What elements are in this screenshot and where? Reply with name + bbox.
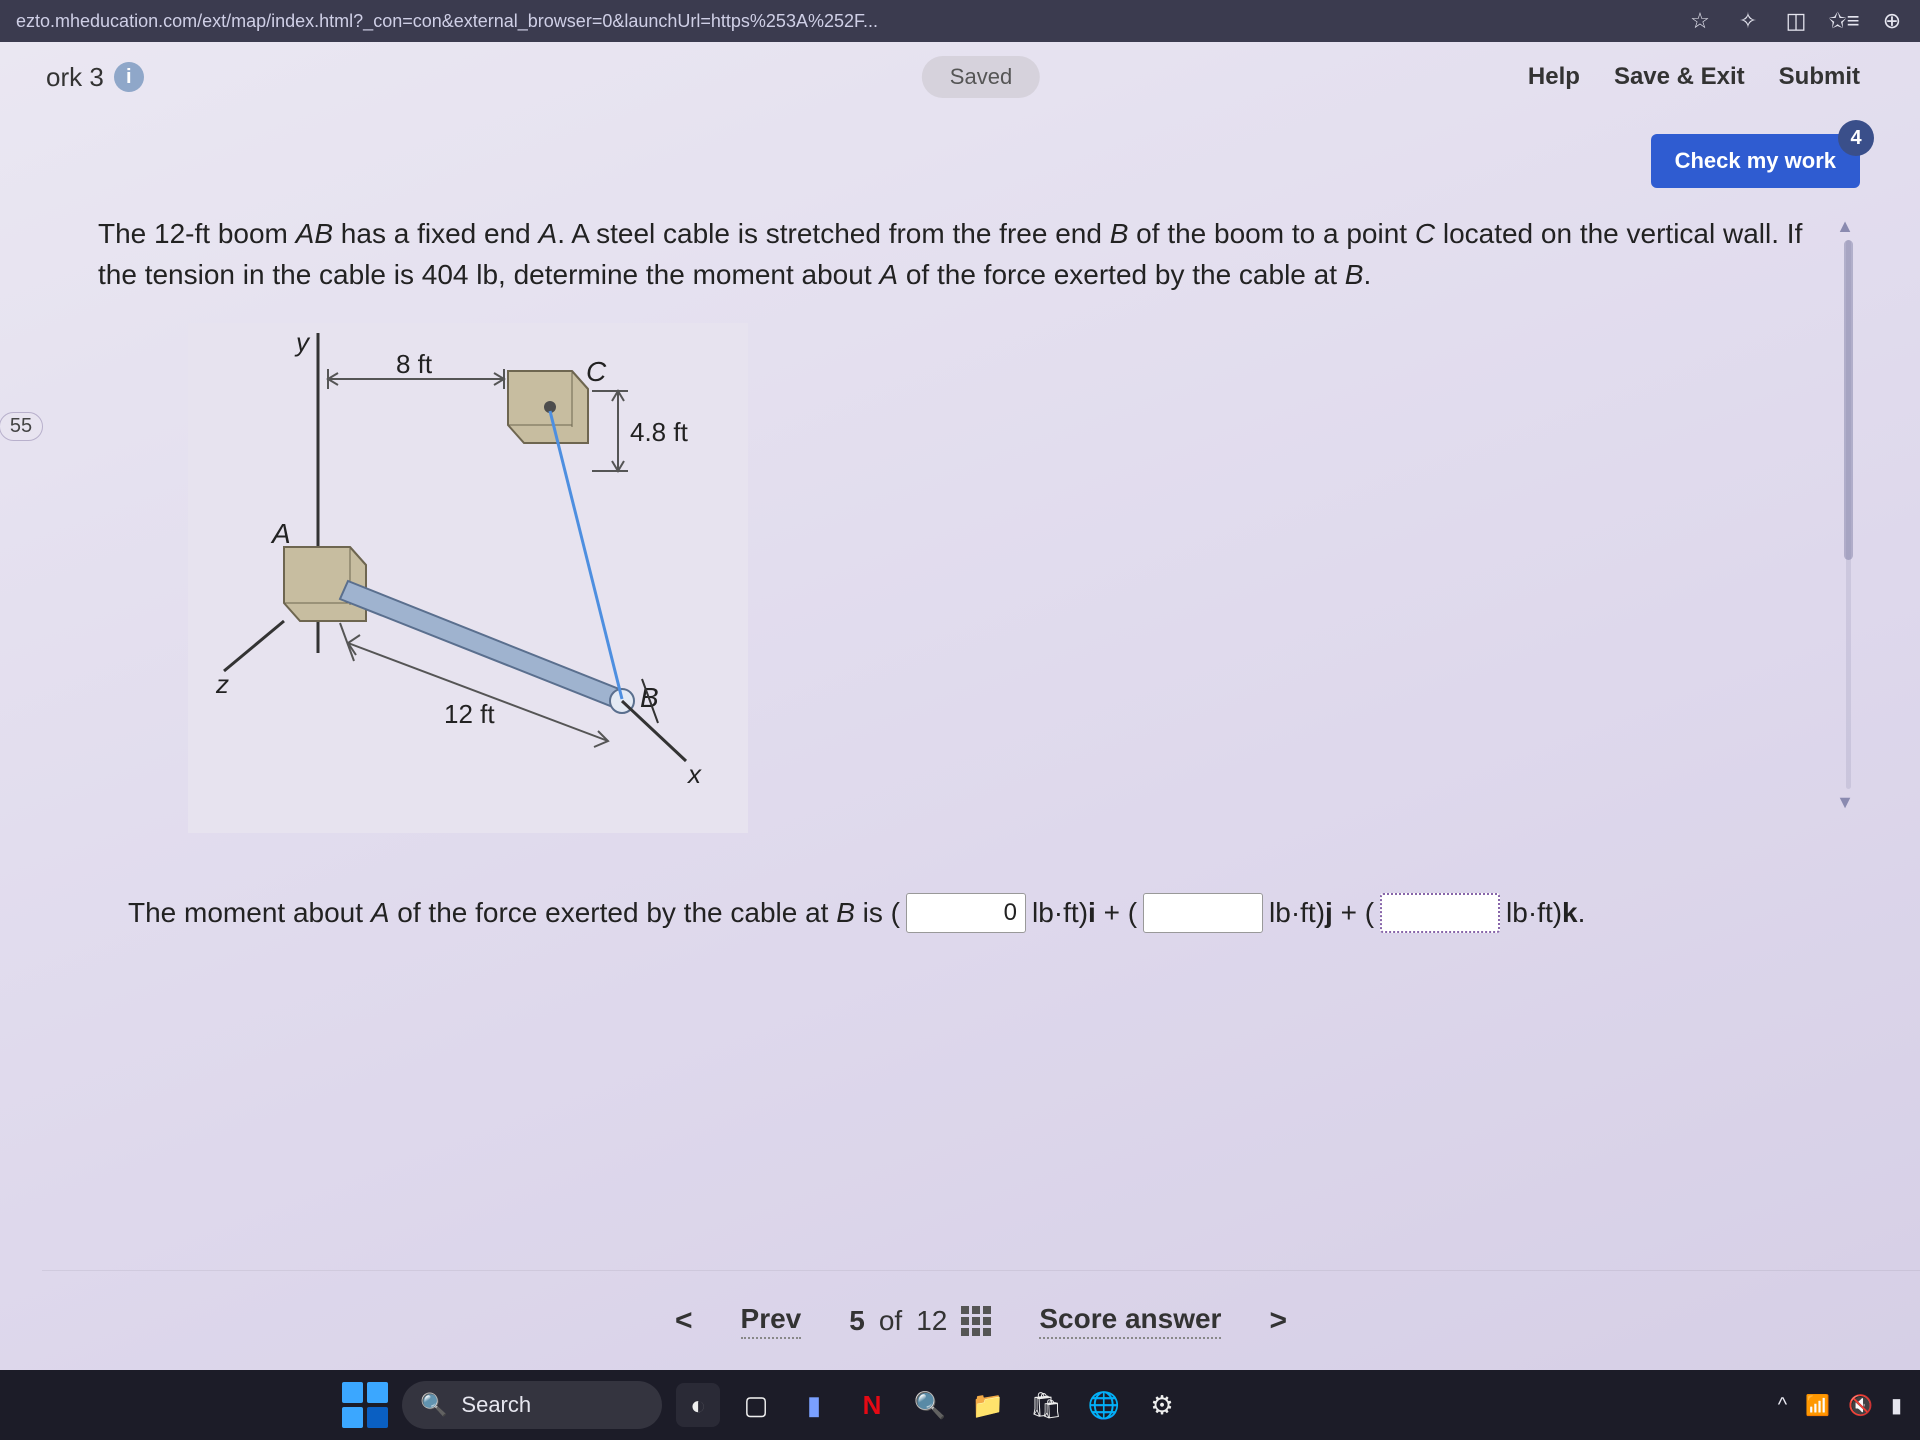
- submit-link[interactable]: Submit: [1779, 63, 1860, 91]
- app-icon-1[interactable]: ▮: [792, 1383, 836, 1427]
- page-total: 12: [916, 1305, 947, 1337]
- left-rail: 55: [0, 42, 42, 1370]
- answer-prefix: The moment about A of the force exerted …: [128, 897, 900, 929]
- answer-k-unit: lb·ft)k.: [1506, 897, 1585, 929]
- task-view-icon[interactable]: ▢: [734, 1383, 778, 1427]
- svg-text:12 ft: 12 ft: [444, 699, 495, 729]
- system-tray[interactable]: ^ 📶 🔇 ▮: [1778, 1393, 1902, 1418]
- prev-arrow-icon[interactable]: <: [675, 1304, 693, 1338]
- info-icon[interactable]: i: [114, 62, 144, 92]
- svg-text:C: C: [586, 356, 607, 387]
- search-label: Search: [461, 1392, 531, 1418]
- page-current: 5: [849, 1305, 865, 1337]
- answer-k-input[interactable]: [1380, 893, 1500, 933]
- assignment-breadcrumb: ork 3: [46, 62, 104, 93]
- scroll-down-icon[interactable]: ▼: [1836, 792, 1854, 813]
- check-badge: 4: [1838, 120, 1874, 156]
- star-icon[interactable]: ☆: [1688, 9, 1712, 33]
- settings-icon[interactable]: ⚙: [1140, 1383, 1184, 1427]
- browser-address-bar: ezto.mheducation.com/ext/map/index.html?…: [0, 0, 1920, 42]
- collections-icon[interactable]: ⊕: [1880, 9, 1904, 33]
- svg-text:x: x: [686, 759, 702, 789]
- problem-diagram: y C: [188, 323, 748, 833]
- page-of: of: [879, 1305, 902, 1337]
- url-text[interactable]: ezto.mheducation.com/ext/map/index.html?…: [16, 11, 1672, 32]
- extension-icon[interactable]: ✧: [1736, 9, 1760, 33]
- grid-icon[interactable]: [961, 1306, 991, 1336]
- answer-i-unit: lb·ft)i + (: [1032, 897, 1137, 929]
- rail-timer: 55: [0, 412, 43, 441]
- edge-icon[interactable]: 🌐: [1082, 1383, 1126, 1427]
- sound-icon[interactable]: 🔇: [1848, 1393, 1873, 1418]
- answer-row: The moment about A of the force exerted …: [98, 893, 1824, 933]
- app-body: 55 ork 3 i Saved Help Save & Exit Submit…: [0, 42, 1920, 1370]
- wifi-icon[interactable]: 📶: [1805, 1393, 1830, 1418]
- copilot-icon[interactable]: ◐: [676, 1383, 720, 1427]
- app-icon-2[interactable]: 🔍: [908, 1383, 952, 1427]
- battery-icon[interactable]: ▮: [1891, 1393, 1902, 1418]
- svg-text:4.8 ft: 4.8 ft: [630, 417, 689, 447]
- score-answer-link[interactable]: Score answer: [1039, 1303, 1221, 1339]
- question-nav: < Prev 5 of 12 Score answer >: [42, 1270, 1920, 1370]
- check-my-work-button[interactable]: Check my work 4: [1651, 134, 1860, 188]
- answer-i-input[interactable]: 0: [906, 893, 1026, 933]
- svg-text:8 ft: 8 ft: [396, 349, 433, 379]
- problem-text: The 12-ft boom AB has a fixed end A. A s…: [98, 214, 1824, 295]
- search-icon: 🔍: [420, 1392, 447, 1418]
- svg-text:z: z: [215, 669, 229, 699]
- taskbar: 🔍 Search ◐ ▢ ▮ N 🔍 📁 🛍 🌐 ⚙ ^ 📶 🔇 ▮: [0, 1370, 1920, 1440]
- save-exit-link[interactable]: Save & Exit: [1614, 63, 1745, 91]
- prev-link[interactable]: Prev: [741, 1303, 802, 1339]
- start-button[interactable]: [342, 1382, 388, 1428]
- split-screen-icon[interactable]: ◫: [1784, 9, 1808, 33]
- check-my-work-label: Check my work: [1675, 148, 1836, 174]
- saved-pill: Saved: [922, 56, 1040, 98]
- tray-chevron-icon[interactable]: ^: [1778, 1394, 1787, 1417]
- next-arrow-icon[interactable]: >: [1269, 1304, 1287, 1338]
- question-card: ▲ ▼ The 12-ft boom AB has a fixed end A.…: [68, 204, 1864, 973]
- favorites-icon[interactable]: ✩≡: [1832, 9, 1856, 33]
- scrollbar[interactable]: ▲ ▼: [1844, 216, 1854, 813]
- svg-text:y: y: [294, 327, 311, 357]
- netflix-icon[interactable]: N: [850, 1383, 894, 1427]
- answer-j-input[interactable]: [1143, 893, 1263, 933]
- taskbar-search[interactable]: 🔍 Search: [402, 1381, 662, 1429]
- store-icon[interactable]: 🛍: [1024, 1383, 1068, 1427]
- answer-j-unit: lb·ft)j + (: [1269, 897, 1374, 929]
- svg-text:A: A: [270, 518, 291, 549]
- scroll-up-icon[interactable]: ▲: [1836, 216, 1854, 237]
- help-link[interactable]: Help: [1528, 63, 1580, 91]
- file-explorer-icon[interactable]: 📁: [966, 1383, 1010, 1427]
